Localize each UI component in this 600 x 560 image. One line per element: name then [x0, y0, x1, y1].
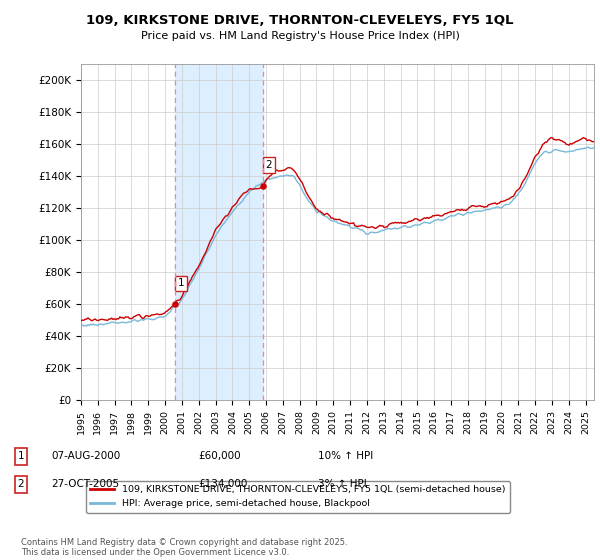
Text: Contains HM Land Registry data © Crown copyright and database right 2025.
This d: Contains HM Land Registry data © Crown c…	[21, 538, 347, 557]
Text: 1: 1	[178, 278, 184, 288]
Point	[170, 300, 179, 309]
Legend: 109, KIRKSTONE DRIVE, THORNTON-CLEVELEYS, FY5 1QL (semi-detached house), HPI: Av: 109, KIRKSTONE DRIVE, THORNTON-CLEVELEYS…	[86, 480, 510, 513]
Text: 2: 2	[266, 160, 272, 170]
Text: 3% ↑ HPI: 3% ↑ HPI	[318, 479, 367, 489]
Text: 109, KIRKSTONE DRIVE, THORNTON-CLEVELEYS, FY5 1QL: 109, KIRKSTONE DRIVE, THORNTON-CLEVELEYS…	[86, 14, 514, 27]
Text: 2: 2	[17, 479, 25, 489]
Text: £134,000: £134,000	[198, 479, 247, 489]
Bar	[175, 64, 263, 400]
Text: 07-AUG-2000: 07-AUG-2000	[51, 451, 120, 461]
Text: Price paid vs. HM Land Registry's House Price Index (HPI): Price paid vs. HM Land Registry's House …	[140, 31, 460, 41]
Text: 1: 1	[17, 451, 25, 461]
Point	[258, 181, 268, 190]
Text: 10% ↑ HPI: 10% ↑ HPI	[318, 451, 373, 461]
Text: £60,000: £60,000	[198, 451, 241, 461]
Text: 27-OCT-2005: 27-OCT-2005	[51, 479, 119, 489]
